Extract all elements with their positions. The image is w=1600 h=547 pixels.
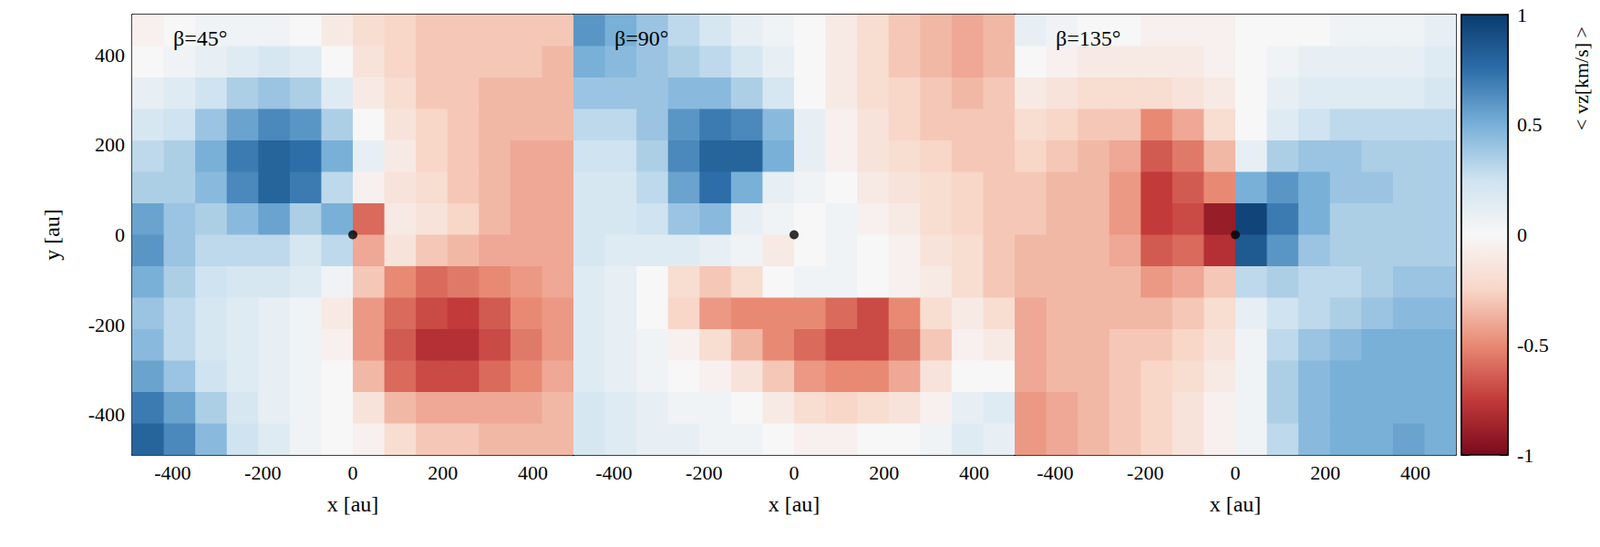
svg-text:-400: -400 <box>595 461 632 485</box>
svg-text:0.5: 0.5 <box>1517 113 1543 136</box>
svg-text:-400: -400 <box>1036 461 1074 485</box>
svg-text:0: 0 <box>789 461 800 485</box>
svg-text:0: 0 <box>1517 223 1528 247</box>
svg-text:-200: -200 <box>244 461 281 485</box>
svg-text:400: 400 <box>959 461 990 485</box>
svg-text:-200: -200 <box>685 461 723 485</box>
svg-text:0: 0 <box>114 223 125 247</box>
svg-text:1: 1 <box>1517 3 1528 27</box>
svg-text:< vz[km/s] >: < vz[km/s] > <box>1569 26 1593 131</box>
svg-text:-400: -400 <box>154 461 191 485</box>
svg-text:β=135°: β=135° <box>1055 26 1121 51</box>
svg-text:-200: -200 <box>88 313 125 337</box>
svg-text:-400: -400 <box>88 402 125 426</box>
svg-text:400: 400 <box>517 461 548 485</box>
svg-text:0: 0 <box>348 461 359 485</box>
svg-text:200: 200 <box>868 461 899 485</box>
svg-text:-0.5: -0.5 <box>1517 333 1549 357</box>
svg-text:200: 200 <box>427 461 458 485</box>
svg-text:x [au]: x [au] <box>327 492 380 517</box>
svg-text:400: 400 <box>94 43 125 67</box>
svg-text:200: 200 <box>1310 461 1341 485</box>
svg-text:400: 400 <box>1400 461 1431 485</box>
svg-text:β=90°: β=90° <box>614 26 669 51</box>
svg-text:β=45°: β=45° <box>173 26 228 51</box>
svg-text:x [au]: x [au] <box>1209 492 1262 517</box>
svg-text:0: 0 <box>1230 461 1241 485</box>
svg-text:200: 200 <box>94 133 125 156</box>
svg-text:-200: -200 <box>1126 461 1164 485</box>
svg-text:x [au]: x [au] <box>768 492 821 517</box>
svg-text:y [au]: y [au] <box>40 208 64 261</box>
svg-text:-1: -1 <box>1517 443 1534 467</box>
